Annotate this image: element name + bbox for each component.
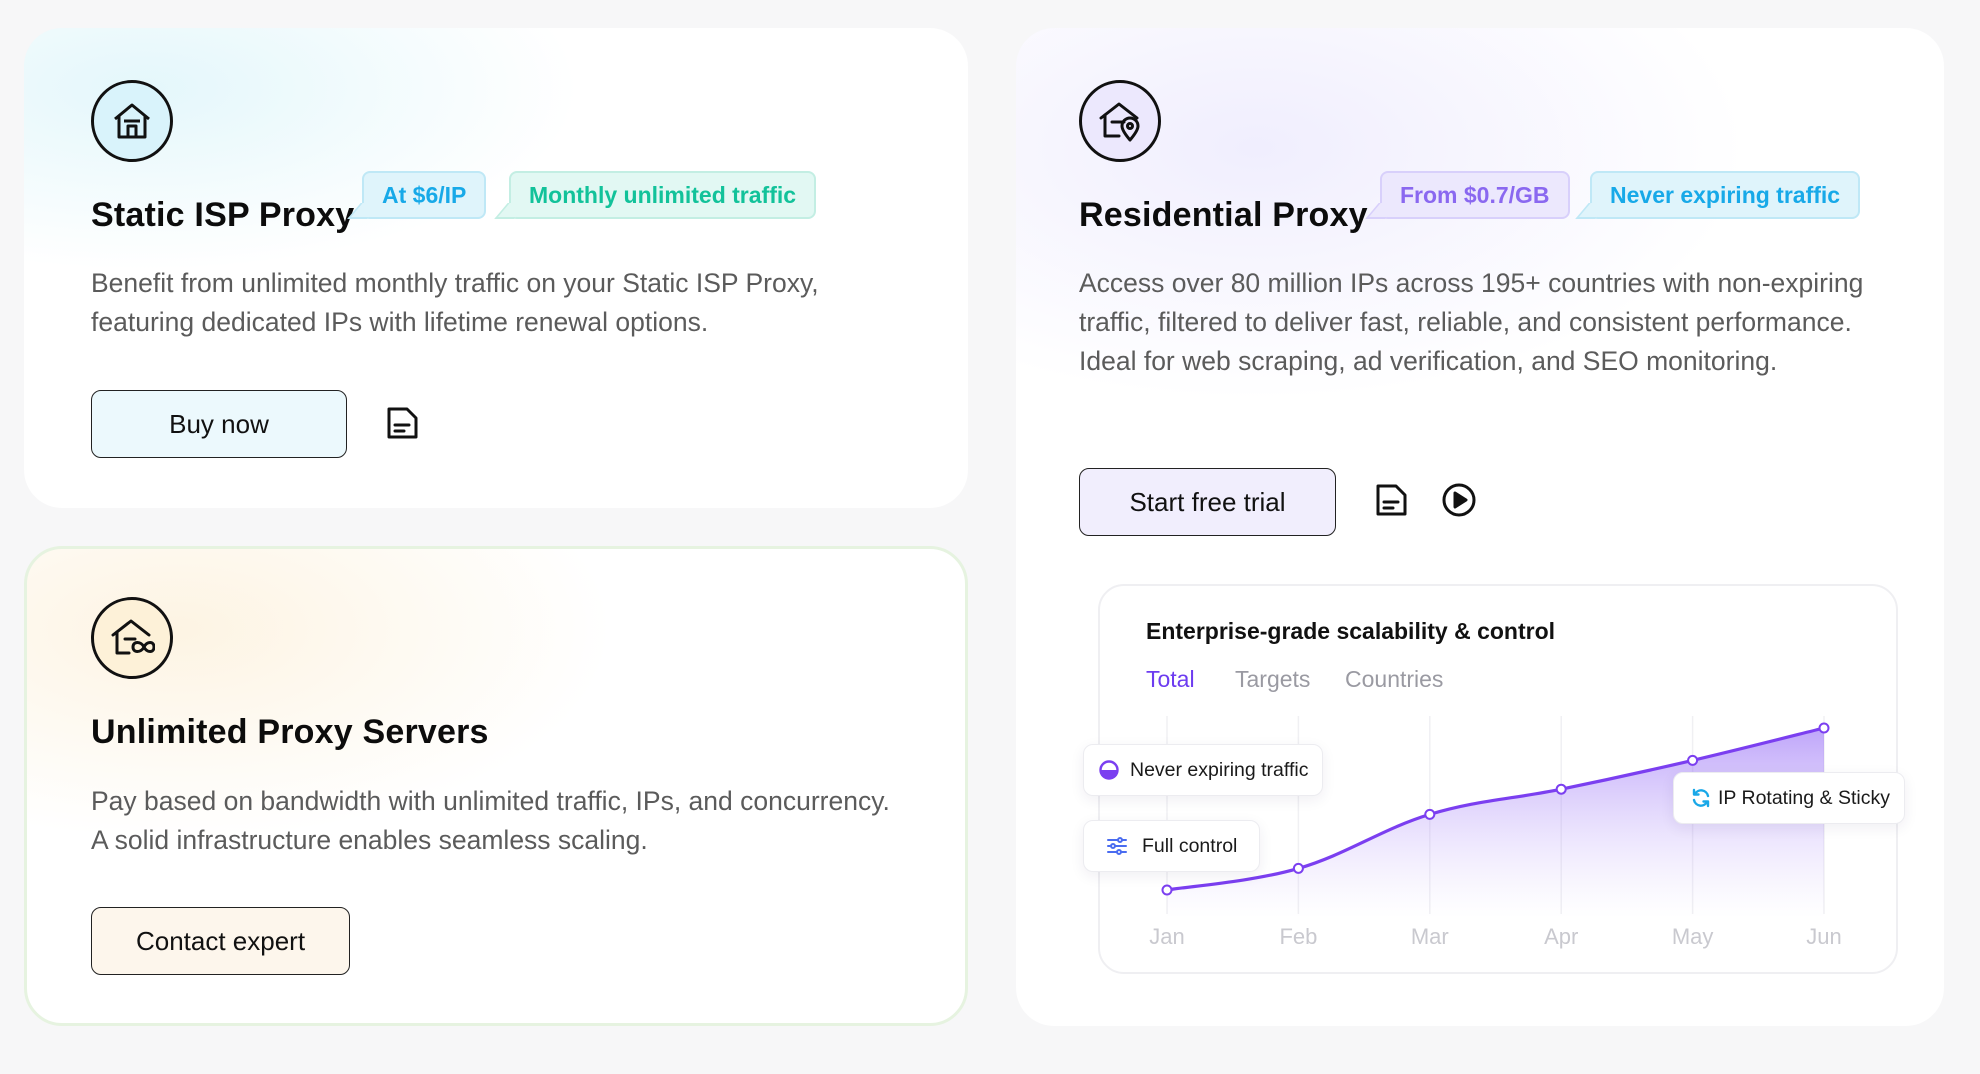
house-infinity-icon [91,597,173,679]
contact-expert-button[interactable]: Contact expert [91,907,350,975]
badge-label: Full control [1142,834,1238,857]
ip-rotating-badge: IP Rotating & Sticky [1673,772,1905,824]
pie-icon [1098,759,1120,781]
card-description: Pay based on bandwidth with unlimited tr… [91,786,890,855]
start-free-trial-button[interactable]: Start free trial [1079,468,1336,536]
series-line [1165,726,1826,892]
tab-countries[interactable]: Countries [1345,666,1444,692]
price-tag: At $6/IP [362,171,487,219]
badge-label: Never expiring traffic [1130,758,1309,781]
play-icon[interactable] [1439,480,1479,520]
house-location-icon [1079,80,1161,162]
static-isp-proxy-card: Static ISP Proxy At $6/IP Monthly unlimi… [24,28,968,508]
x-tick-label: Jan [1149,924,1184,949]
data-point-mar [1424,808,1436,820]
data-point-feb [1292,862,1304,874]
card-title: Residential Proxy [1079,196,1368,234]
document-icon[interactable] [382,403,422,443]
document-icon[interactable] [1371,480,1411,520]
data-point-jun [1818,722,1830,734]
x-tick-label: May [1672,924,1714,949]
card-description: Access over 80 million IPs across 195+ c… [1079,268,1864,376]
tab-targets[interactable]: Targets [1235,666,1311,692]
data-point-may [1687,754,1699,766]
chart-title: Enterprise-grade scalability & control [1146,618,1556,644]
data-point-jan [1161,884,1173,896]
residential-proxy-card: Residential Proxy From $0.7/GB Never exp… [1016,28,1944,1026]
card-description: Benefit from unlimited monthly traffic o… [91,268,819,337]
x-tick-label: Mar [1411,924,1449,949]
buy-now-button[interactable]: Buy now [91,390,347,458]
series-area [1167,728,1824,918]
refresh-icon [1690,787,1712,809]
card-title: Static ISP Proxy [91,196,355,234]
never-expiring-badge: Never expiring traffic [1083,744,1324,796]
card-title: Unlimited Proxy Servers [91,713,489,751]
x-tick-label: Jun [1806,924,1841,949]
badge-label: IP Rotating & Sticky [1718,786,1890,809]
x-tick-label: Apr [1544,924,1578,949]
traffic-tag: Monthly unlimited traffic [509,171,817,219]
house-icon [91,80,173,162]
traffic-tag: Never expiring traffic [1590,171,1861,219]
full-control-badge: Full control [1083,820,1261,872]
x-tick-label: Feb [1279,924,1317,949]
unlimited-proxy-servers-card: Unlimited Proxy Servers Pay based on ban… [24,546,968,1026]
sliders-icon [1106,835,1128,857]
tab-total[interactable]: Total [1146,666,1195,692]
price-tag: From $0.7/GB [1380,171,1570,219]
data-point-apr [1555,783,1567,795]
